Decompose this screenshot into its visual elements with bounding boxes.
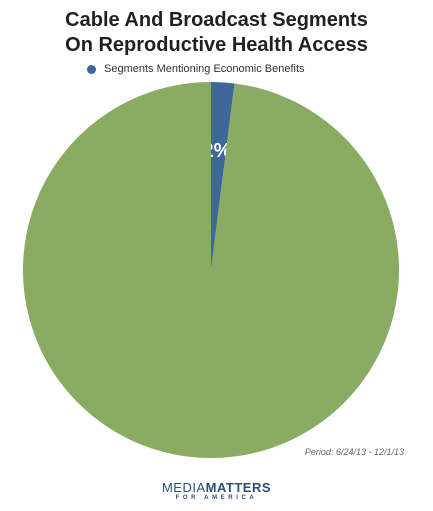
pie-slice-0 (211, 82, 235, 270)
legend-label: Segments Mentioning Economic Benefits (104, 63, 305, 75)
period-note: Period: 6/24/13 - 12/1/13 (304, 447, 404, 457)
logo-wordmark: MEDIAMATTERS (0, 481, 433, 494)
legend: Segments Mentioning Economic Benefits (87, 63, 305, 75)
chart-title-line-1: Cable And Broadcast Segments (65, 9, 368, 31)
chart-title-line-2: On Reproductive Health Access (65, 34, 368, 56)
media-matters-logo: MEDIAMATTERS FOR AMERICA (0, 481, 433, 501)
logo-part-media: MEDIA (161, 480, 206, 495)
chart-title: Cable And Broadcast Segments On Reproduc… (0, 8, 433, 58)
legend-swatch (87, 64, 96, 74)
pie-slice-1 (23, 82, 400, 458)
logo-tagline: FOR AMERICA (175, 495, 258, 501)
logo-part-matters: MATTERS (205, 480, 272, 495)
